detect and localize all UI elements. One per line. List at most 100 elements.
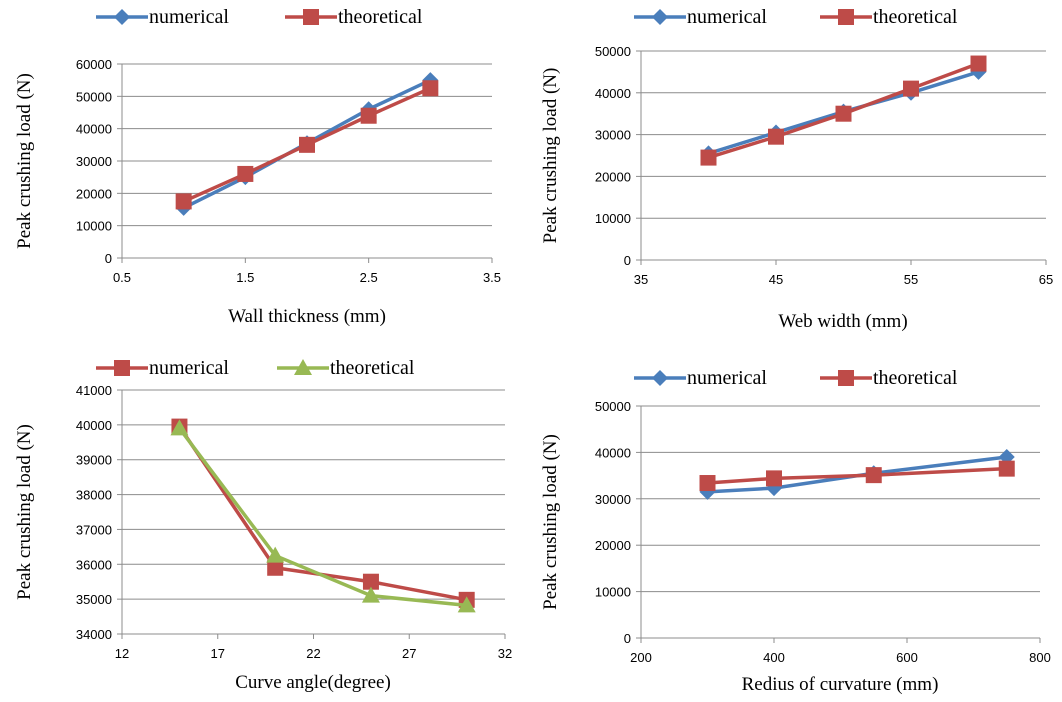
y-tick-label: 50000 (595, 44, 631, 59)
x-tick-label: 3.5 (483, 270, 501, 285)
y-tick-label: 40000 (595, 86, 631, 101)
y-tick-label: 40000 (595, 445, 631, 460)
chart-panel-1: 0 10000 20000 30000 40000 50000 60000 0.5 1.5 2.5… (14, 6, 501, 327)
x-tick-label: 55 (904, 272, 918, 287)
series-line-theoretical (178, 427, 467, 608)
x-tick-label: 32 (498, 646, 512, 661)
x-axis-title: Curve angle(degree) (235, 672, 391, 693)
y-tick-label: 37000 (76, 522, 112, 537)
chart-panel-2: 0 10000 20000 30000 40000 50000 35 45 55 65 Web wi… (540, 6, 1053, 332)
y-tick-label: 40000 (76, 122, 112, 137)
x-tick-label: 27 (402, 646, 416, 661)
x-tick-label: 600 (896, 650, 918, 665)
y-tick-label: 0 (624, 631, 631, 646)
legend: numerical theoretical (96, 6, 423, 28)
x-tick-label: 22 (306, 646, 320, 661)
legend-marker-theoretical (294, 359, 312, 375)
y-tick-label: 30000 (595, 492, 631, 507)
data-point-theoretical (361, 586, 380, 603)
x-axis-title: Wall thickness (mm) (228, 306, 386, 327)
legend-label-numerical: numerical (149, 357, 229, 379)
x-tick-label: 200 (630, 650, 652, 665)
y-tick-label: 40000 (76, 418, 112, 433)
legend-marker-numerical (114, 9, 130, 25)
x-tick-label: 2.5 (360, 270, 378, 285)
legend: numerical theoretical (634, 367, 958, 389)
legend-label-theoretical: theoretical (873, 6, 958, 28)
legend-label-theoretical: theoretical (873, 367, 958, 389)
y-tick-label: 20000 (595, 169, 631, 184)
y-axis-title: Peak crushing load (N) (540, 434, 561, 610)
y-tick-label: 35000 (76, 592, 112, 607)
y-tick-label: 60000 (76, 57, 112, 72)
legend-label-numerical: numerical (149, 6, 229, 28)
legend: numerical theoretical (634, 6, 958, 28)
data-point-theoretical (237, 165, 254, 182)
data-point-theoretical (457, 596, 476, 613)
x-tick-label: 400 (763, 650, 785, 665)
data-point-theoretical (422, 80, 439, 97)
legend-marker-numerical (652, 9, 668, 25)
x-axis-title: Redius of curvature (mm) (742, 674, 939, 695)
y-tick-label: 30000 (76, 154, 112, 169)
y-tick-label: 20000 (595, 538, 631, 553)
x-tick-label: 800 (1029, 650, 1051, 665)
data-point-numerical (267, 559, 284, 576)
y-tick-label: 50000 (76, 89, 112, 104)
chart-panel-4: 0 10000 20000 30000 40000 50000 200 400 600 800 Re… (540, 367, 1051, 695)
data-point-numerical (362, 573, 379, 590)
data-point-theoretical (998, 460, 1015, 477)
legend-marker-numerical (652, 370, 668, 386)
y-tick-label: 50000 (595, 399, 631, 414)
data-point-theoretical (903, 80, 919, 97)
data-point-theoretical (700, 149, 717, 166)
y-tick-label: 41000 (76, 383, 112, 398)
y-tick-label: 36000 (76, 557, 112, 572)
data-point-theoretical (699, 475, 716, 492)
series-line-theoretical (707, 466, 1007, 485)
x-tick-label: 12 (115, 646, 129, 661)
x-tick-label: 17 (211, 646, 225, 661)
y-tick-label: 10000 (76, 219, 112, 234)
legend-marker-numerical (114, 360, 130, 376)
legend-label-numerical: numerical (687, 6, 767, 28)
data-point-theoretical (768, 128, 784, 145)
x-tick-label: 0.5 (113, 270, 131, 285)
data-point-theoretical (766, 470, 782, 487)
data-point-theoretical (835, 105, 852, 122)
data-point-theoretical (865, 467, 882, 484)
legend-label-theoretical: theoretical (330, 357, 415, 379)
y-tick-label: 0 (624, 253, 631, 268)
legend-marker-theoretical (838, 370, 854, 386)
y-axis-title: Peak crushing load (N) (540, 68, 561, 244)
y-tick-label: 0 (105, 251, 112, 266)
y-tick-label: 39000 (76, 453, 112, 468)
series-line-numerical (707, 455, 1007, 494)
y-tick-label: 30000 (595, 128, 631, 143)
y-tick-label: 10000 (595, 585, 631, 600)
x-tick-label: 45 (769, 272, 783, 287)
x-tick-label: 35 (634, 272, 648, 287)
y-tick-label: 20000 (76, 186, 112, 201)
x-tick-label: 65 (1039, 272, 1053, 287)
data-point-theoretical (970, 55, 987, 72)
legend-label-numerical: numerical (687, 367, 767, 389)
data-point-theoretical (175, 193, 192, 210)
x-axis-title: Web width (mm) (778, 311, 907, 332)
chart-panel-3: 34000 35000 36000 37000 38000 39000 40000 41000… (14, 357, 512, 693)
legend: numerical theoretical (96, 357, 415, 379)
y-tick-label: 34000 (76, 627, 112, 642)
legend-label-theoretical: theoretical (338, 6, 423, 28)
data-point-theoretical (360, 107, 377, 124)
y-axis-title: Peak crushing load (N) (14, 73, 35, 249)
legend-marker-theoretical (838, 9, 854, 25)
y-axis-title: Peak crushing load (N) (14, 424, 35, 600)
legend-marker-theoretical (303, 9, 319, 25)
data-point-theoretical (170, 419, 189, 436)
y-tick-label: 10000 (595, 211, 631, 226)
data-point-theoretical (266, 546, 285, 563)
x-tick-label: 1.5 (236, 270, 254, 285)
y-tick-label: 38000 (76, 488, 112, 503)
data-point-theoretical (299, 136, 315, 153)
